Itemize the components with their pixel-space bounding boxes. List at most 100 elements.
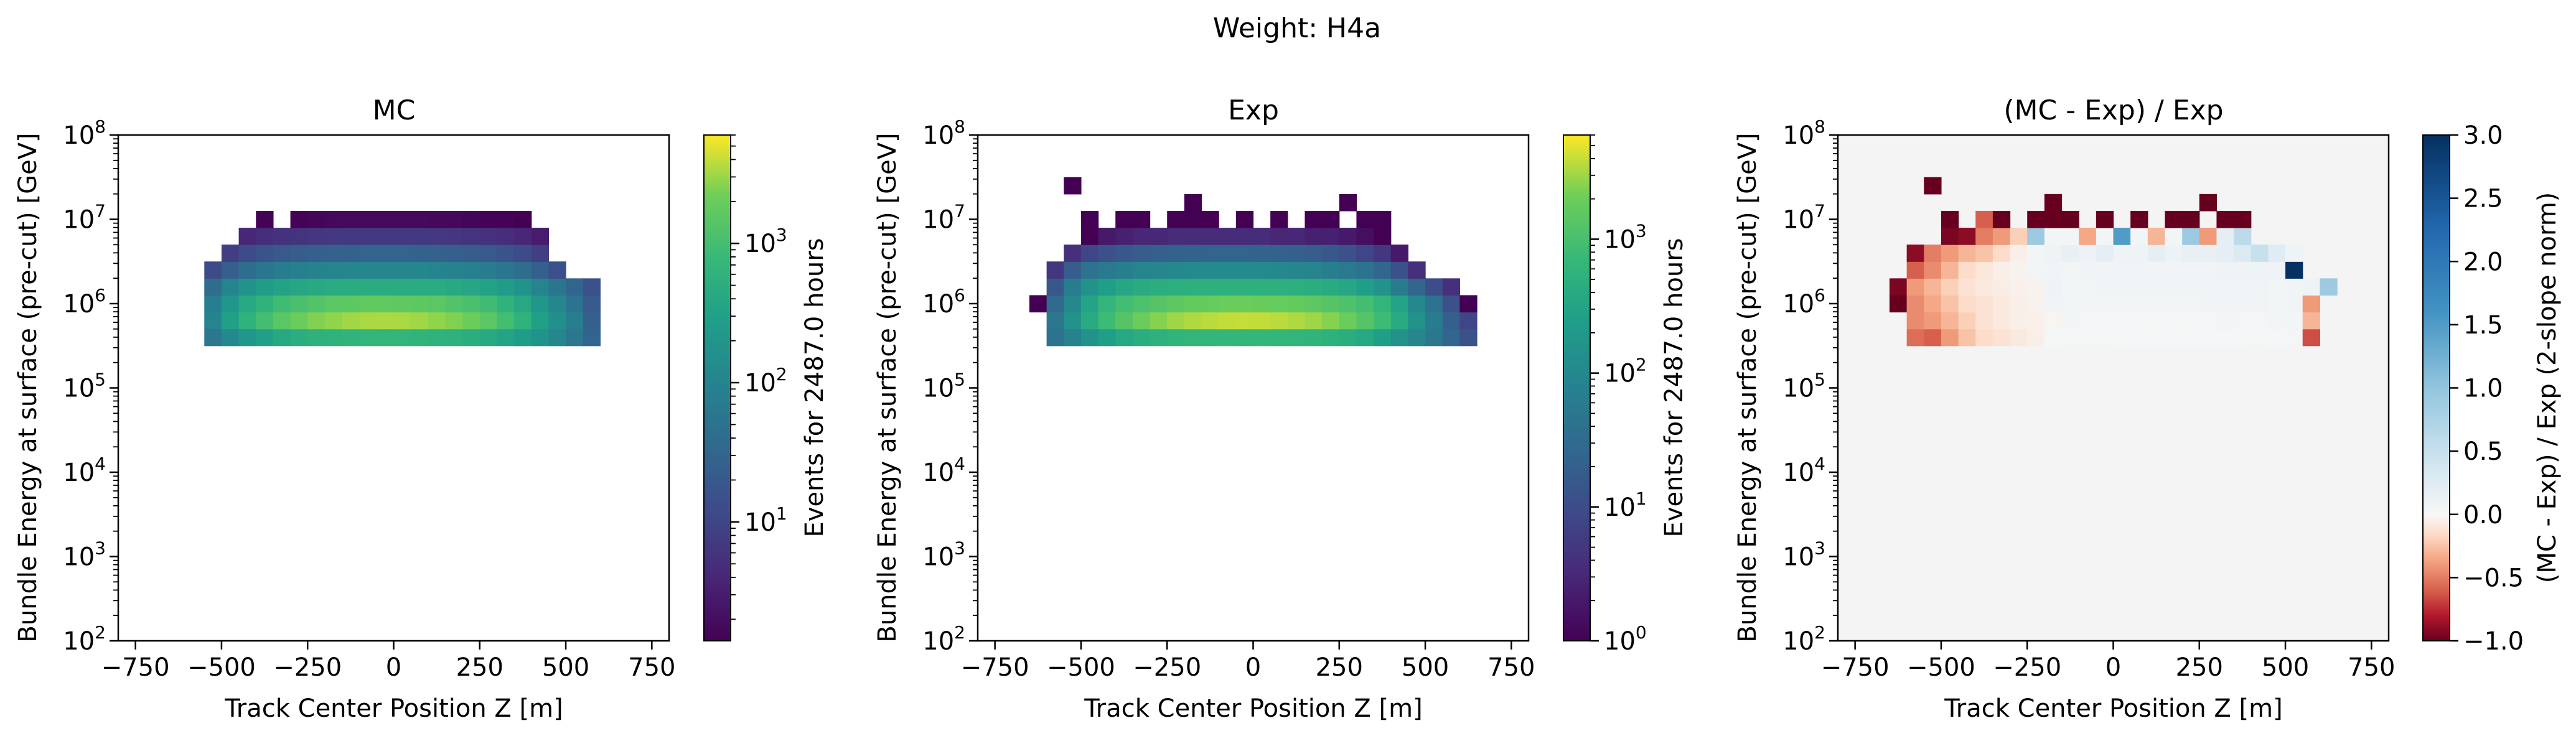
- heatmap-cell: [2061, 329, 2079, 347]
- heatmap-cell: [2234, 228, 2252, 245]
- heatmap-cell: [256, 210, 274, 228]
- heatmap-cell: [1442, 295, 1460, 313]
- y-tick-label: 108: [1782, 116, 1825, 150]
- x-tick-label: 750: [2348, 653, 2395, 682]
- y-axis: 102 103 104 105 106 107 108: [922, 116, 978, 656]
- heatmap-cell: [1270, 261, 1288, 279]
- heatmap-cell: [428, 245, 446, 262]
- heatmap-cell: [1975, 228, 1993, 245]
- heatmap-cell: [2268, 329, 2286, 347]
- heatmap-cell: [1080, 278, 1099, 296]
- y-tick-label: 103: [63, 538, 106, 572]
- heatmap-cell: [1408, 278, 1426, 296]
- heatmap-cell: [1958, 295, 1976, 313]
- heatmap-cell: [2079, 312, 2097, 330]
- heatmap-cell: [1270, 210, 1288, 228]
- heatmap-cell: [1167, 312, 1185, 330]
- heatmap-cell: [1064, 177, 1082, 195]
- heatmap-cell: [462, 261, 480, 279]
- heatmap-cell: [411, 261, 429, 279]
- heatmap-cell: [1304, 261, 1323, 279]
- heatmap-cell: [531, 312, 550, 330]
- heatmap-cell: [1339, 193, 1357, 212]
- heatmap-cell: [1889, 278, 1908, 296]
- heatmap-cell: [566, 329, 584, 347]
- heatmap-cell: [2285, 261, 2303, 279]
- heatmap-cell: [1941, 261, 1959, 279]
- heatmap-cell: [428, 329, 446, 347]
- heatmap-cell: [2079, 278, 2097, 296]
- heatmap-cell: [1219, 228, 1237, 245]
- heatmap-cell: [1115, 278, 1133, 296]
- heatmap-cell: [1356, 278, 1374, 296]
- heatmap-cell: [342, 261, 360, 279]
- heatmap-cell: [1906, 278, 1924, 296]
- heatmap-cell: [445, 261, 463, 279]
- heatmap-cell: [273, 312, 291, 330]
- heatmap-cell: [2182, 278, 2200, 296]
- heatmap-cell: [428, 228, 446, 245]
- heatmap-cell: [1046, 312, 1064, 330]
- y-tick-label: 106: [63, 285, 106, 319]
- heatmap-cell: [2199, 193, 2218, 212]
- heatmap-cell: [1287, 278, 1306, 296]
- y-tick-label: 107: [922, 201, 965, 235]
- heatmap-cell: [2010, 329, 2028, 347]
- colorbar-label: (MC - Exp) / Exp (2-slope norm): [2533, 192, 2562, 584]
- heatmap-cell: [1356, 295, 1374, 313]
- heatmap-cell: [1339, 278, 1357, 296]
- heatmap-cell: [307, 329, 326, 347]
- heatmap-cell: [2302, 312, 2320, 330]
- heatmap-cell: [1046, 261, 1064, 279]
- heatmap-cell: [1167, 261, 1185, 279]
- heatmap-cell: [2010, 278, 2028, 296]
- heatmap-cell: [2079, 329, 2097, 347]
- colorbar: [703, 134, 731, 641]
- heatmap-cell: [307, 228, 326, 245]
- y-tick-label: 106: [922, 285, 965, 319]
- heatmap-cell: [2285, 329, 2303, 347]
- heatmap-cell: [2234, 312, 2252, 330]
- heatmap-cell: [2147, 261, 2166, 279]
- heatmap-cell: [1941, 312, 1959, 330]
- heatmap-cell: [1270, 245, 1288, 262]
- y-tick-label: 108: [922, 116, 965, 150]
- heatmap-cell: [2199, 228, 2218, 245]
- heatmap-cell: [1322, 295, 1340, 313]
- heatmap-cell: [2285, 245, 2303, 262]
- heatmap-cell: [1150, 312, 1168, 330]
- heatmap-cells: [1889, 177, 2338, 347]
- heatmap-cell: [1132, 312, 1151, 330]
- heatmap-cell: [1235, 210, 1254, 228]
- colorbar-tick-label: 0.5: [2463, 437, 2503, 466]
- heatmap-cell: [1219, 312, 1237, 330]
- heatmap-cells: [204, 210, 601, 347]
- heatmap-cell: [497, 312, 515, 330]
- heatmap-cell: [1184, 228, 1202, 245]
- x-tick-label: −250: [1993, 653, 2061, 682]
- heatmap-cell: [2199, 278, 2218, 296]
- heatmap-cell: [1046, 329, 1064, 347]
- heatmap-cell: [531, 278, 550, 296]
- heatmap-cell: [1322, 228, 1340, 245]
- y-axis-label: Bundle Energy at surface (pre-cut) [GeV]: [873, 133, 902, 642]
- x-tick-label: −500: [1907, 653, 1975, 682]
- heatmap-cell: [376, 312, 395, 330]
- heatmap-cell: [411, 295, 429, 313]
- heatmap-cell: [2182, 312, 2200, 330]
- heatmap-cell: [1924, 329, 1942, 347]
- heatmap-cell: [393, 312, 411, 330]
- heatmap-cell: [1167, 295, 1185, 313]
- heatmap-cell: [342, 245, 360, 262]
- heatmap-cell: [1958, 245, 1976, 262]
- heatmap-cell: [307, 245, 326, 262]
- heatmap-cell: [1941, 228, 1959, 245]
- heatmap-cell: [238, 261, 256, 279]
- y-tick-label: 105: [1782, 370, 1825, 403]
- y-axis-label: Bundle Energy at surface (pre-cut) [GeV]: [1733, 133, 1762, 642]
- heatmap-cell: [221, 312, 240, 330]
- heatmap-cell: [1115, 295, 1133, 313]
- colorbar-tick-label: 102: [1604, 355, 1647, 388]
- heatmap-cell: [1941, 329, 1959, 347]
- heatmap-cell: [2027, 329, 2045, 347]
